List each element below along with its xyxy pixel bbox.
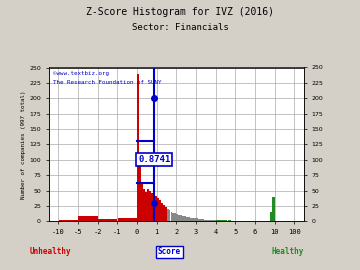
Text: The Research Foundation of SUNY: The Research Foundation of SUNY — [53, 80, 161, 85]
Bar — [163, 205, 165, 221]
Bar — [159, 200, 161, 221]
Text: 0.8741: 0.8741 — [138, 155, 170, 164]
Text: Score: Score — [158, 248, 181, 256]
Bar — [202, 219, 204, 221]
Bar — [59, 220, 78, 221]
Bar — [182, 216, 184, 221]
Bar — [165, 207, 167, 221]
Bar — [180, 215, 182, 221]
Bar — [188, 217, 190, 221]
Bar — [190, 218, 192, 221]
Bar — [78, 217, 98, 221]
Bar — [98, 219, 117, 221]
Bar — [161, 203, 163, 221]
Bar — [145, 192, 147, 221]
Bar — [179, 215, 180, 221]
Bar — [155, 195, 157, 221]
Bar — [200, 219, 202, 221]
Bar — [272, 197, 275, 221]
Bar — [214, 220, 216, 221]
Bar — [228, 220, 231, 221]
Bar — [216, 220, 220, 221]
Bar — [141, 183, 143, 221]
Bar — [143, 189, 145, 221]
Bar — [149, 191, 151, 221]
Bar — [196, 218, 198, 221]
Text: Healthy: Healthy — [272, 248, 304, 256]
Text: ©www.textbiz.org: ©www.textbiz.org — [53, 71, 108, 76]
Bar — [153, 186, 155, 221]
Bar — [206, 220, 208, 221]
Bar — [139, 155, 141, 221]
Bar — [186, 217, 188, 221]
Bar — [157, 198, 159, 221]
Bar — [176, 214, 178, 221]
Text: Sector: Financials: Sector: Financials — [132, 23, 228, 32]
Bar — [194, 218, 196, 221]
Bar — [172, 213, 174, 221]
Bar — [167, 209, 168, 221]
Bar — [270, 212, 272, 221]
Bar — [171, 212, 172, 221]
Bar — [210, 220, 212, 221]
Bar — [175, 213, 176, 221]
Text: Z-Score Histogram for IVZ (2016): Z-Score Histogram for IVZ (2016) — [86, 7, 274, 17]
Bar — [192, 218, 194, 221]
Text: Unhealthy: Unhealthy — [30, 248, 71, 256]
Bar — [147, 189, 149, 221]
Bar — [204, 220, 206, 221]
Bar — [118, 218, 137, 221]
Bar — [184, 217, 186, 221]
Bar — [220, 220, 224, 221]
Bar — [198, 219, 200, 221]
Bar — [208, 220, 210, 221]
Bar — [224, 220, 228, 221]
Bar — [137, 74, 139, 221]
Bar — [212, 220, 214, 221]
Bar — [168, 210, 171, 221]
Bar — [151, 193, 153, 221]
Y-axis label: Number of companies (997 total): Number of companies (997 total) — [21, 90, 26, 199]
